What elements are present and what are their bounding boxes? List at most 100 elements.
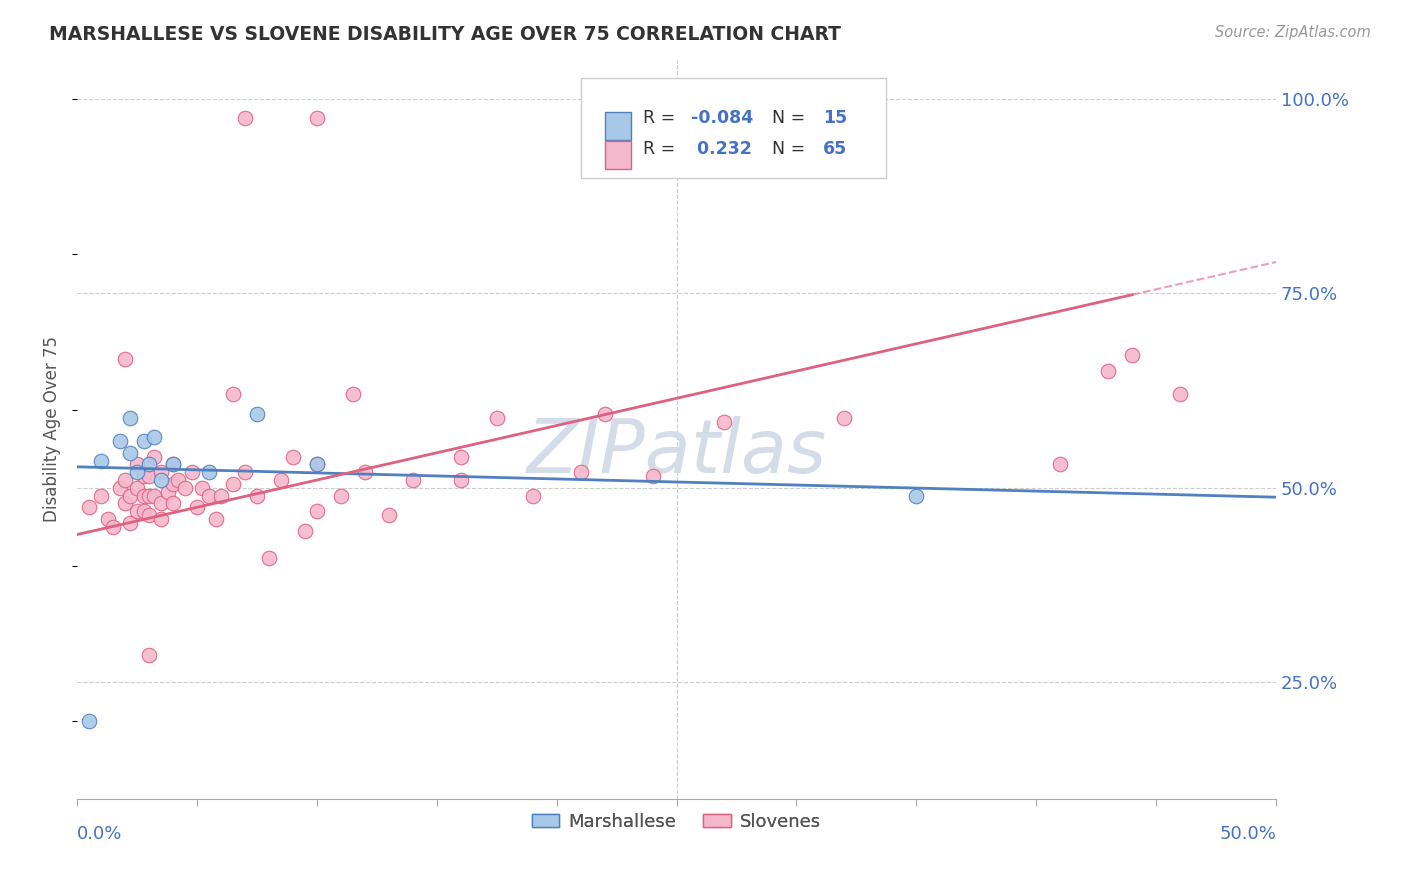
Point — [114, 352, 136, 367]
Point — [329, 489, 352, 503]
Point — [166, 473, 188, 487]
Point — [593, 407, 616, 421]
Point — [118, 516, 141, 530]
Point — [118, 446, 141, 460]
Point — [134, 469, 156, 483]
Point — [450, 473, 472, 487]
Text: 15: 15 — [823, 109, 846, 127]
Text: 0.232: 0.232 — [690, 140, 752, 158]
FancyBboxPatch shape — [605, 112, 631, 140]
Point — [157, 484, 180, 499]
Point — [138, 648, 160, 663]
Text: ZIPatlas: ZIPatlas — [526, 416, 827, 488]
Point — [737, 111, 759, 125]
Point — [150, 496, 173, 510]
Text: 65: 65 — [823, 140, 846, 158]
Point — [90, 453, 112, 467]
Point — [1168, 387, 1191, 401]
Point — [305, 111, 328, 125]
Point — [222, 477, 245, 491]
Point — [114, 496, 136, 510]
Point — [233, 465, 256, 479]
Y-axis label: Disability Age Over 75: Disability Age Over 75 — [44, 336, 60, 523]
Point — [209, 489, 232, 503]
Point — [77, 714, 100, 729]
Point — [294, 524, 316, 538]
Point — [186, 500, 208, 515]
Text: R =: R = — [643, 140, 681, 158]
FancyBboxPatch shape — [581, 78, 886, 178]
FancyBboxPatch shape — [605, 141, 631, 169]
Point — [305, 458, 328, 472]
Point — [162, 458, 184, 472]
Point — [1121, 349, 1143, 363]
Point — [110, 434, 132, 449]
Text: 50.0%: 50.0% — [1219, 825, 1277, 843]
Point — [134, 489, 156, 503]
Point — [110, 481, 132, 495]
Point — [191, 481, 214, 495]
Text: MARSHALLESE VS SLOVENE DISABILITY AGE OVER 75 CORRELATION CHART: MARSHALLESE VS SLOVENE DISABILITY AGE OV… — [49, 25, 841, 44]
Point — [522, 489, 544, 503]
Point — [118, 410, 141, 425]
Point — [150, 465, 173, 479]
Point — [181, 465, 204, 479]
Point — [142, 450, 165, 464]
Text: -0.084: -0.084 — [690, 109, 754, 127]
Point — [138, 458, 160, 472]
Text: N =: N = — [772, 140, 811, 158]
Point — [142, 489, 165, 503]
Point — [134, 434, 156, 449]
Point — [1049, 458, 1071, 472]
Point — [1097, 364, 1119, 378]
Text: R =: R = — [643, 109, 681, 127]
Point — [198, 489, 221, 503]
Text: N =: N = — [772, 109, 811, 127]
Point — [101, 520, 124, 534]
Point — [125, 504, 148, 518]
Point — [138, 508, 160, 522]
Point — [834, 410, 856, 425]
Point — [305, 504, 328, 518]
Point — [134, 504, 156, 518]
Point — [713, 415, 735, 429]
Point — [342, 387, 364, 401]
Point — [305, 458, 328, 472]
Point — [205, 512, 228, 526]
Point — [198, 465, 221, 479]
Point — [353, 465, 375, 479]
Point — [150, 473, 173, 487]
Point — [402, 473, 425, 487]
Point — [125, 465, 148, 479]
Point — [485, 410, 508, 425]
Point — [569, 465, 592, 479]
Point — [222, 387, 245, 401]
Point — [150, 512, 173, 526]
Point — [162, 458, 184, 472]
Text: Source: ZipAtlas.com: Source: ZipAtlas.com — [1215, 25, 1371, 40]
Point — [270, 473, 292, 487]
Point — [233, 111, 256, 125]
Point — [125, 481, 148, 495]
Point — [162, 496, 184, 510]
Point — [77, 500, 100, 515]
Point — [281, 450, 304, 464]
Point — [90, 489, 112, 503]
Text: 0.0%: 0.0% — [77, 825, 122, 843]
Point — [162, 477, 184, 491]
Point — [97, 512, 120, 526]
Point — [905, 489, 928, 503]
Point — [378, 508, 401, 522]
Point — [246, 407, 269, 421]
Point — [257, 550, 280, 565]
Point — [142, 430, 165, 444]
Point — [450, 450, 472, 464]
Point — [138, 469, 160, 483]
Legend: Marshallese, Slovenes: Marshallese, Slovenes — [526, 805, 828, 838]
Point — [125, 458, 148, 472]
Point — [118, 489, 141, 503]
Point — [138, 489, 160, 503]
Point — [174, 481, 197, 495]
Point — [641, 469, 664, 483]
Point — [246, 489, 269, 503]
